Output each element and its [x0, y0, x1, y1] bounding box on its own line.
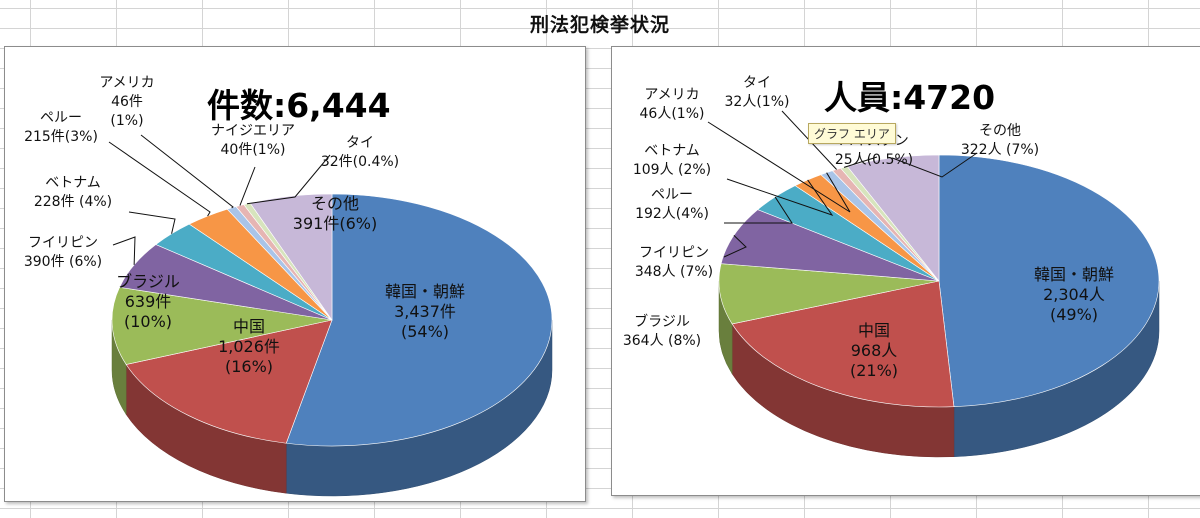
count-leader-philippines: [112, 236, 136, 265]
persons-label-thailand: タイ 32人(1%): [725, 75, 790, 110]
persons-leader-america: [707, 121, 851, 213]
count-pie-top: [111, 193, 553, 447]
persons-leader-pakistan: [843, 156, 878, 168]
persons-label-brazil: ブラジル 364人 (8%): [623, 313, 701, 349]
count-leader-vietnam: [128, 211, 176, 234]
persons-pie-sides: [718, 280, 1160, 458]
persons-pie-top: [718, 154, 1160, 408]
persons-label-peru: ペルー 192人(4%): [635, 187, 709, 222]
persons-leader-vietnam: [726, 178, 834, 216]
persons-leader-peru: [724, 196, 793, 224]
count-label-vietnam: ベトナム 228件 (4%): [34, 175, 112, 210]
count-label-nigeria: ナイジエリア 40件(1%): [211, 123, 295, 158]
count-label-america: アメリカ 46件(1%): [99, 75, 154, 129]
persons-label-vietnam: ベトナム 109人 (2%): [633, 143, 711, 178]
count-label-philippines: フイリピン 390件 (6%): [24, 235, 102, 270]
chart-area-count[interactable]: 件数:6,444 韓国・朝鮮 3,437件(54%) 中国 1,026件(16%) ブラジ…: [4, 46, 586, 502]
persons-leader-philippines: [723, 235, 747, 258]
count-label-other: その他 391件(6%): [293, 194, 377, 233]
page-title: 刑法犯検挙状況: [529, 14, 670, 36]
count-label-brazil: ブラジル 639件(10%): [116, 272, 180, 331]
persons-slice-korea[interactable]: [938, 154, 1160, 408]
count-leader-america: [140, 134, 234, 209]
count-slice-china[interactable]: [125, 319, 333, 444]
count-slice-korea[interactable]: [285, 193, 553, 447]
persons-label-other: その他 322人 (7%): [961, 123, 1039, 158]
persons-label-china: 中国 968人(21%): [850, 321, 898, 380]
pie-chart-count: 件数:6,444 韓国・朝鮮 3,437件(54%) 中国 1,026件(16%) ブラジ…: [24, 75, 553, 497]
chart-area-persons[interactable]: 人員:4720 韓国・朝鮮 2,304人(49%) 中国 968人(21%) ブラジル 36…: [611, 46, 1200, 496]
count-label-korea: 韓国・朝鮮 3,437件(54%): [385, 282, 465, 341]
persons-slice-brazil[interactable]: [718, 263, 940, 325]
persons-label-korea: 韓国・朝鮮 2,304人(49%): [1034, 265, 1114, 324]
count-label-thailand: タイ 32件(0.4%): [321, 135, 399, 170]
pie-chart-persons: 人員:4720 韓国・朝鮮 2,304人(49%) 中国 968人(21%) ブラジル 36…: [623, 75, 1160, 458]
count-label-peru: ペルー 215件(3%): [24, 110, 98, 145]
count-slice-brazil[interactable]: [111, 286, 333, 365]
persons-leader-other: [891, 152, 978, 178]
persons-label-america: アメリカ 46人(1%): [640, 87, 705, 122]
count-leader-nigeria: [239, 166, 256, 206]
count-label-china: 中国 1,026件(16%): [218, 317, 280, 376]
count-chart-title: 件数:6,444: [207, 86, 391, 125]
persons-chart-title: 人員:4720: [824, 78, 995, 117]
chart-area-tooltip: グラフ エリア: [808, 123, 896, 144]
count-labels: 韓国・朝鮮 3,437件(54%) 中国 1,026件(16%) ブラジル 639件(10…: [24, 75, 465, 376]
persons-label-philippines: フイリピン 348人 (7%): [635, 245, 713, 280]
count-leader-peru: [108, 141, 211, 217]
count-leader-thailand: [246, 154, 331, 205]
